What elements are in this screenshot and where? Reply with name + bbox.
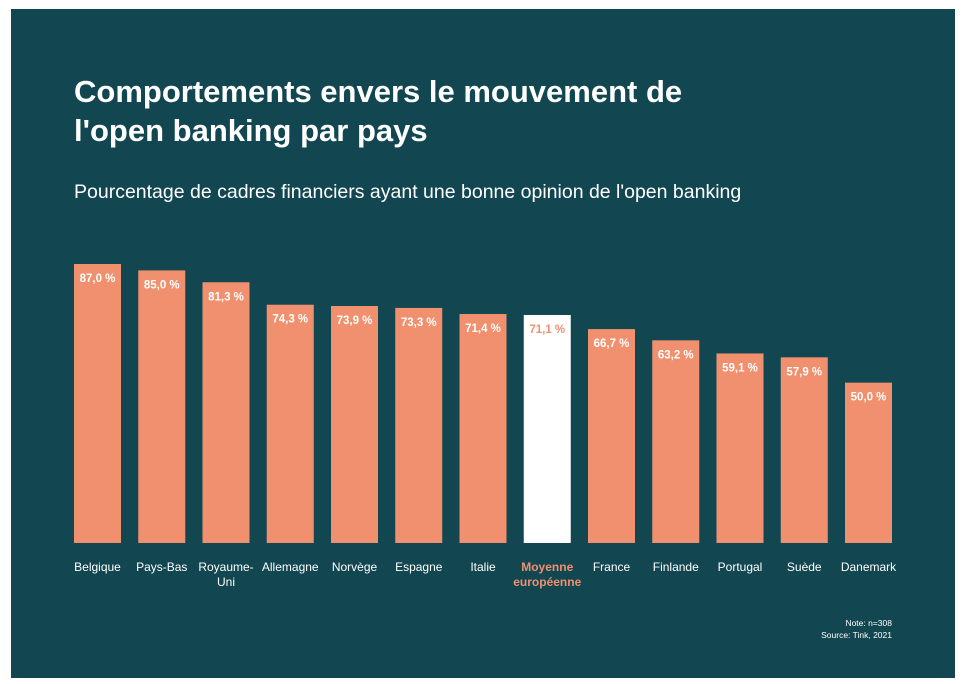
data-label: 81,3 %: [208, 291, 244, 303]
category-label: Danemark: [841, 560, 897, 574]
data-label: 57,9 %: [786, 366, 822, 378]
bar-espagne: [395, 307, 443, 543]
data-label: 63,2 %: [658, 349, 694, 361]
data-label: 73,3 %: [401, 317, 437, 329]
category-label: Moyenne européenne: [513, 560, 581, 589]
data-label: 74,3 %: [272, 314, 308, 326]
data-label: 85,0 %: [144, 279, 180, 291]
category-label: France: [593, 560, 631, 574]
data-label: 87,0 %: [80, 273, 116, 285]
bar-portugal: [716, 353, 764, 543]
chart-note: Note: n=308 Source: Tink, 2021: [821, 617, 892, 641]
data-label: 71,4 %: [465, 323, 501, 335]
data-label: 71,1 %: [529, 324, 565, 336]
data-label: 66,7 %: [594, 338, 630, 350]
data-label: 59,1 %: [722, 362, 758, 374]
bar-belgique: [74, 263, 121, 543]
note-sample-size: Note: n=308: [845, 618, 892, 628]
data-label: 73,9 %: [337, 315, 373, 327]
bar-danemark: [845, 382, 892, 543]
data-label: 50,0 %: [851, 392, 887, 404]
bar-allemagne: [266, 304, 314, 543]
note-source: Source: Tink, 2021: [821, 630, 892, 640]
bar-suède: [780, 357, 828, 543]
category-label: Finlande: [653, 560, 699, 574]
bar-royaume-uni: [202, 282, 250, 543]
chart-subtitle: Pourcentage de cadres financiers ayant u…: [74, 181, 742, 203]
category-label: Norvège: [332, 560, 378, 574]
bar-france: [588, 329, 635, 543]
category-label: Allemagne: [262, 560, 319, 574]
category-label: Portugal: [718, 560, 763, 574]
category-label: Suède: [787, 560, 822, 574]
bar-moyenne-européenne: [523, 314, 571, 543]
category-label: Italie: [470, 560, 496, 574]
chart-title: Comportements envers le mouvement de l'o…: [74, 74, 683, 148]
bar-norvège: [331, 306, 378, 543]
category-label: Espagne: [395, 560, 443, 574]
bar-italie: [459, 314, 507, 543]
bar-finlande: [652, 340, 700, 543]
bar-pays-bas: [138, 270, 186, 543]
category-label: Pays-Bas: [136, 560, 187, 574]
category-label: Royaume-Uni: [198, 560, 253, 589]
category-label: Belgique: [74, 560, 121, 574]
